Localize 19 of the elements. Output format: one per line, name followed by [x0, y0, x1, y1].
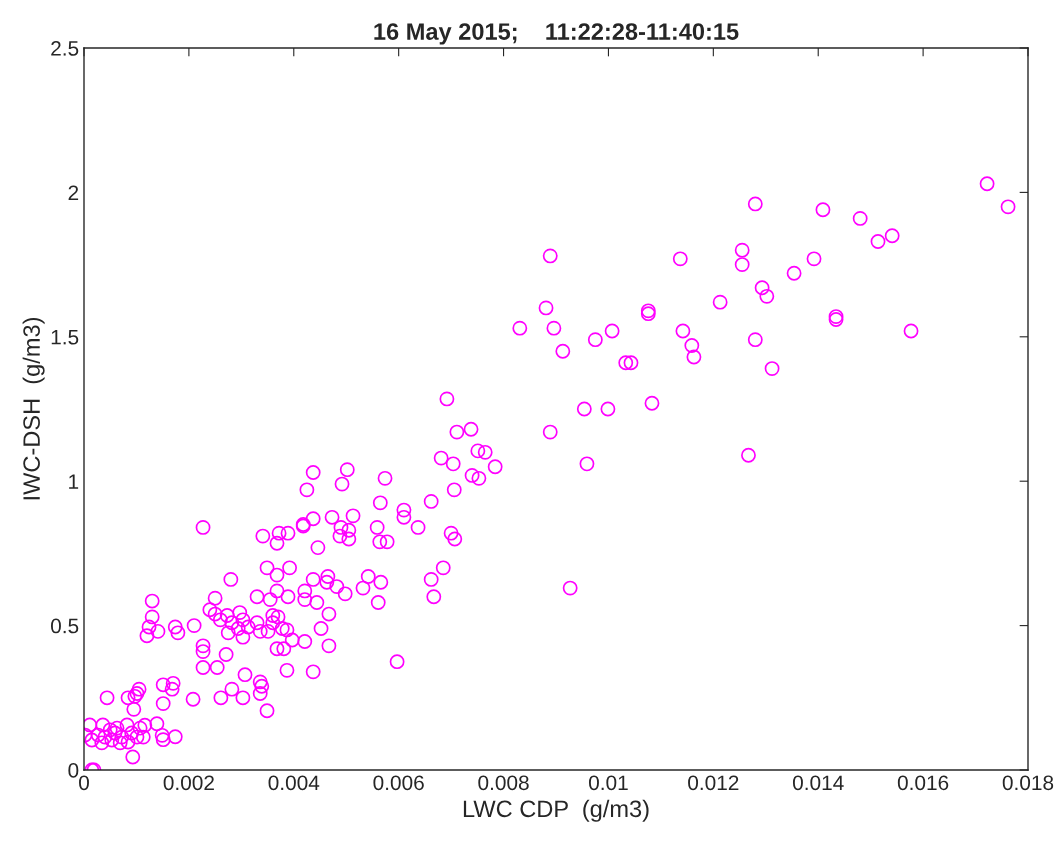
- y-tick-label: 2.5: [51, 41, 79, 56]
- chart-title: 16 May 2015; 11:22:28-11:40:15: [374, 23, 739, 45]
- y-tick-label: 0: [68, 763, 79, 778]
- x-tick-label: 0: [79, 775, 89, 791]
- y-tick-label: 0.5: [50, 618, 79, 634]
- x-tick-label: 0.012: [688, 775, 739, 791]
- x-tick-label: 0.016: [897, 775, 949, 791]
- x-tick-label: 0.008: [478, 775, 529, 791]
- x-tick-label: 0.018: [1002, 775, 1054, 791]
- y-tick-label: 1: [69, 474, 79, 489]
- x-tick-label: 0.014: [792, 775, 844, 791]
- x-tick-label: 0.004: [268, 775, 320, 791]
- x-tick-label: 0.01: [588, 775, 628, 791]
- x-tick-label: 0.006: [373, 775, 424, 791]
- x-axis-title: LWC CDP (g/m3): [463, 799, 649, 822]
- y-tick-label: 1.5: [51, 330, 79, 345]
- x-tick-label: 0.002: [163, 775, 214, 791]
- y-tick-label: 2: [68, 185, 79, 200]
- y-axis-title: IWC-DSH (g/m3): [22, 317, 45, 500]
